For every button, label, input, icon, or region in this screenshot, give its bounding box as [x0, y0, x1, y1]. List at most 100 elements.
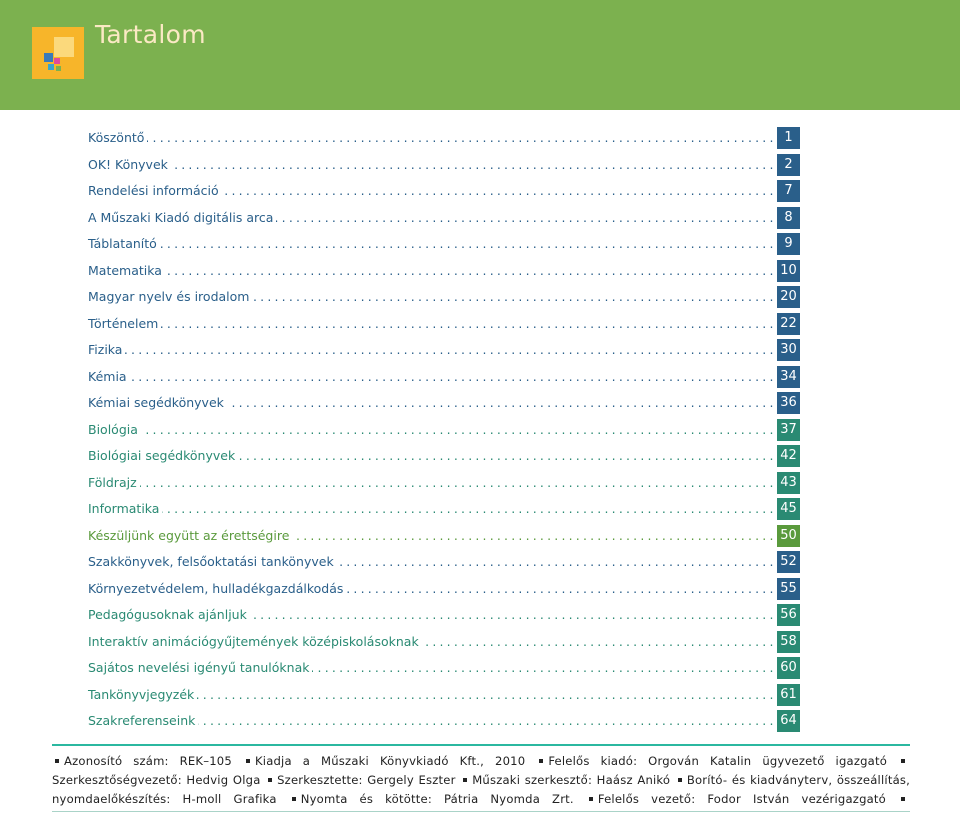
dot-leader: ........................................…	[88, 183, 774, 198]
toc-label: A Műszaki Kiadó digitális arca	[88, 209, 277, 225]
toc-label: Fizika	[88, 342, 126, 357]
dot-leader: ........................................…	[88, 368, 774, 384]
toc-row[interactable]: ........................................…	[88, 551, 800, 573]
page-number-badge: 37	[777, 418, 800, 441]
imprint-item: Szerkesztette: Gergely Eszter	[277, 773, 456, 787]
toc-label: Környezetvédelem, hulladékgazdálkodás	[88, 580, 347, 596]
imprint-item: Azonosító szám: REK–105	[64, 754, 232, 768]
toc-label: Sajátos nevelési igényű tanulóknak	[88, 660, 313, 675]
page-number-badge: 9	[777, 233, 800, 255]
toc-row[interactable]: ........................................…	[88, 471, 800, 494]
dot-leader: ........................................…	[88, 501, 774, 516]
page-number-badge: 42	[777, 445, 800, 467]
toc-label: Kémiai segédkönyvek	[88, 395, 227, 410]
bullet-icon	[677, 777, 682, 782]
dot-leader: ........................................…	[88, 448, 774, 463]
dot-leader: ........................................…	[88, 289, 774, 304]
toc-label: Készüljünk együtt az érettségire	[88, 527, 293, 543]
toc-label: Földrajz	[88, 474, 140, 490]
header-bar: Tartalom	[0, 0, 960, 110]
toc-row[interactable]: ........................................…	[88, 392, 800, 414]
imprint-item: Felelős kiadó: Orgován Katalin ügyvezető…	[548, 754, 888, 768]
toc-label: Táblatanító	[88, 236, 160, 251]
bullet-icon	[55, 758, 59, 763]
page-number-badge: 2	[777, 153, 800, 176]
page-number-badge: 45	[777, 498, 800, 520]
imprint-item: Borító- és kiadványterv, összeállítás, n…	[52, 773, 910, 806]
page-number-badge: 55	[777, 577, 800, 600]
toc-row[interactable]: ........................................…	[88, 233, 800, 255]
dot-leader: ........................................…	[88, 342, 774, 357]
toc-row[interactable]: ........................................…	[88, 127, 800, 149]
toc-label: Pedagógusoknak ajánljuk	[88, 607, 250, 622]
imprint-item: Felelős vezető: Fodor István vezérigazga…	[597, 792, 886, 806]
toc-row[interactable]: ........................................…	[88, 286, 800, 308]
toc-label: Biológia	[88, 421, 141, 437]
bullet-icon	[901, 796, 906, 801]
page-number-badge: 7	[777, 180, 800, 202]
toc-label: OK! Könyvek	[88, 156, 171, 172]
toc-row[interactable]: ........................................…	[88, 365, 800, 388]
toc-label: Biológiai segédkönyvek	[88, 448, 239, 463]
page-title: Tartalom	[95, 20, 206, 49]
toc-row[interactable]: ........................................…	[88, 498, 800, 520]
imprint-item: Műszaki szerkesztő: Haász Anikó	[472, 773, 671, 787]
bullet-icon	[901, 758, 906, 763]
toc-row[interactable]: ........................................…	[88, 153, 800, 176]
dot-leader: ........................................…	[88, 395, 774, 410]
page-number-badge: 30	[777, 339, 800, 361]
footer-divider-top	[52, 744, 910, 746]
toc-label: Kémia	[88, 368, 130, 384]
page-number-badge: 22	[777, 312, 800, 335]
toc-row[interactable]: ........................................…	[88, 604, 800, 626]
toc-label: Matematika	[88, 262, 165, 278]
page-number-badge: 1	[777, 127, 800, 149]
toc-label: Történelem	[88, 315, 162, 331]
page-number-badge: 56	[777, 604, 800, 626]
toc-label: Informatika	[88, 501, 163, 516]
toc-row[interactable]: ........................................…	[88, 524, 800, 547]
page-number-badge: 52	[777, 551, 800, 573]
dot-leader: ........................................…	[88, 421, 774, 437]
page-number-badge: 60	[777, 657, 800, 679]
toc-label: Köszöntő	[88, 130, 148, 145]
page-number-badge: 10	[777, 259, 800, 282]
imprint-item: Nyomta és kötötte: Pátria Nyomda Zrt.	[300, 792, 574, 806]
toc-row[interactable]: ........................................…	[88, 312, 800, 335]
toc-label: Tankönyvjegyzék	[88, 686, 198, 702]
toc-row[interactable]: ........................................…	[88, 259, 800, 282]
dot-leader: ........................................…	[88, 130, 774, 145]
toc-row[interactable]: ........................................…	[88, 445, 800, 467]
toc-row[interactable]: ........................................…	[88, 418, 800, 441]
toc-row[interactable]: ........................................…	[88, 206, 800, 229]
dot-leader: ........................................…	[88, 236, 774, 251]
toc-label: Rendelési információ	[88, 183, 222, 198]
toc-label: Szakkönyvek, felsőoktatási tankönyvek	[88, 554, 337, 569]
toc-row[interactable]: ........................................…	[88, 710, 800, 732]
toc-row[interactable]: ........................................…	[88, 180, 800, 202]
page-number-badge: 50	[777, 524, 800, 547]
toc-label: Interaktív animációgyűjtemények középisk…	[88, 633, 422, 649]
bullet-icon	[588, 796, 593, 801]
bullet-icon	[291, 796, 296, 801]
imprint-text: Azonosító szám: REK–105 Kiadja a Műszaki…	[52, 752, 910, 809]
page-number-badge: 58	[777, 630, 800, 653]
dot-leader: ........................................…	[88, 686, 774, 702]
dot-leader: ........................................…	[88, 156, 774, 172]
dot-leader: ........................................…	[88, 607, 774, 622]
dot-leader: ........................................…	[88, 713, 774, 728]
footer-divider-bottom	[52, 811, 910, 812]
toc-row[interactable]: ........................................…	[88, 339, 800, 361]
toc-row[interactable]: ........................................…	[88, 630, 800, 653]
toc-row[interactable]: ........................................…	[88, 657, 800, 679]
bullet-icon	[463, 777, 468, 782]
toc-row[interactable]: ........................................…	[88, 577, 800, 600]
toc-label: Szakreferenseink	[88, 713, 199, 728]
page-number-badge: 43	[777, 471, 800, 494]
bullet-icon	[268, 777, 273, 782]
page-number-badge: 64	[777, 710, 800, 732]
bullet-icon	[539, 758, 544, 763]
page-number-badge: 8	[777, 206, 800, 229]
imprint-item: Kiadja a Műszaki Könyvkiadó Kft., 2010	[254, 754, 526, 768]
toc-row[interactable]: ........................................…	[88, 683, 800, 706]
